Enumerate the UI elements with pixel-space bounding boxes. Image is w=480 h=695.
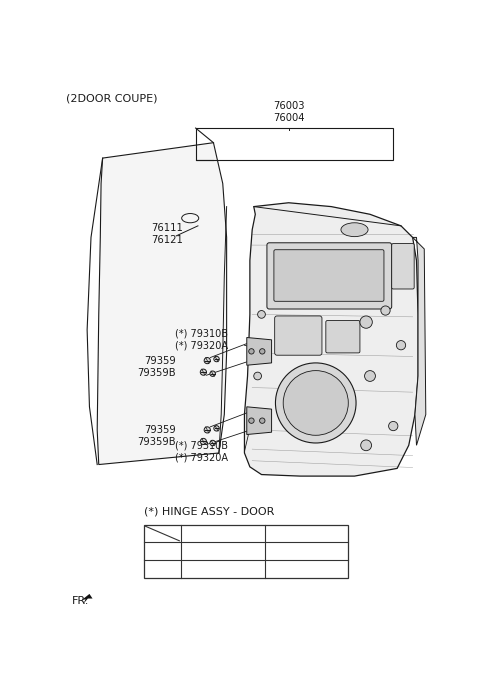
Circle shape: [200, 369, 206, 375]
Polygon shape: [413, 238, 426, 445]
Ellipse shape: [341, 223, 368, 236]
Circle shape: [258, 311, 265, 318]
Text: LWR: LWR: [295, 528, 317, 539]
Bar: [144, 525, 348, 578]
Circle shape: [260, 349, 265, 354]
Text: 79320-1E200: 79320-1E200: [272, 546, 341, 556]
Text: 79359B: 79359B: [137, 368, 176, 378]
Text: 79310-1E200: 79310-1E200: [188, 546, 257, 556]
Circle shape: [200, 439, 206, 445]
Text: 76111
76121: 76111 76121: [152, 222, 183, 245]
Circle shape: [360, 316, 372, 328]
Text: 79310-1E200: 79310-1E200: [272, 564, 341, 574]
Polygon shape: [97, 142, 227, 464]
Ellipse shape: [181, 213, 199, 223]
Circle shape: [210, 441, 216, 445]
Circle shape: [389, 421, 398, 431]
Circle shape: [249, 349, 254, 354]
Circle shape: [204, 427, 210, 433]
Text: 76003
76004: 76003 76004: [273, 101, 304, 124]
FancyBboxPatch shape: [267, 243, 392, 309]
FancyBboxPatch shape: [392, 243, 414, 289]
FancyBboxPatch shape: [274, 250, 384, 302]
FancyBboxPatch shape: [326, 320, 360, 353]
Text: 79359: 79359: [144, 425, 176, 435]
Polygon shape: [244, 203, 418, 476]
Text: (*) 79310B
(*) 79320A: (*) 79310B (*) 79320A: [175, 441, 228, 462]
Text: (*) 79310B
(*) 79320A: (*) 79310B (*) 79320A: [175, 329, 228, 351]
Circle shape: [214, 425, 219, 431]
Text: FR.: FR.: [72, 596, 89, 606]
Circle shape: [204, 357, 210, 363]
Circle shape: [214, 357, 219, 362]
Text: RH: RH: [155, 564, 170, 574]
Polygon shape: [247, 407, 272, 434]
Circle shape: [396, 341, 406, 350]
Text: 79320-1E200: 79320-1E200: [188, 564, 257, 574]
Circle shape: [381, 306, 390, 315]
Circle shape: [260, 418, 265, 423]
Circle shape: [360, 440, 372, 450]
Text: (2DOOR COUPE): (2DOOR COUPE): [66, 93, 158, 104]
Polygon shape: [82, 594, 93, 604]
Circle shape: [210, 371, 216, 377]
Text: 79359: 79359: [144, 356, 176, 366]
Text: LH: LH: [156, 546, 169, 556]
Text: (*) HINGE ASSY - DOOR: (*) HINGE ASSY - DOOR: [144, 507, 274, 517]
Polygon shape: [247, 338, 272, 365]
Circle shape: [365, 370, 375, 382]
Text: UPR: UPR: [212, 528, 233, 539]
Circle shape: [249, 418, 254, 423]
Circle shape: [254, 372, 262, 380]
Circle shape: [276, 363, 356, 443]
FancyBboxPatch shape: [275, 316, 322, 355]
Circle shape: [283, 370, 348, 435]
Text: 79359B: 79359B: [137, 437, 176, 447]
